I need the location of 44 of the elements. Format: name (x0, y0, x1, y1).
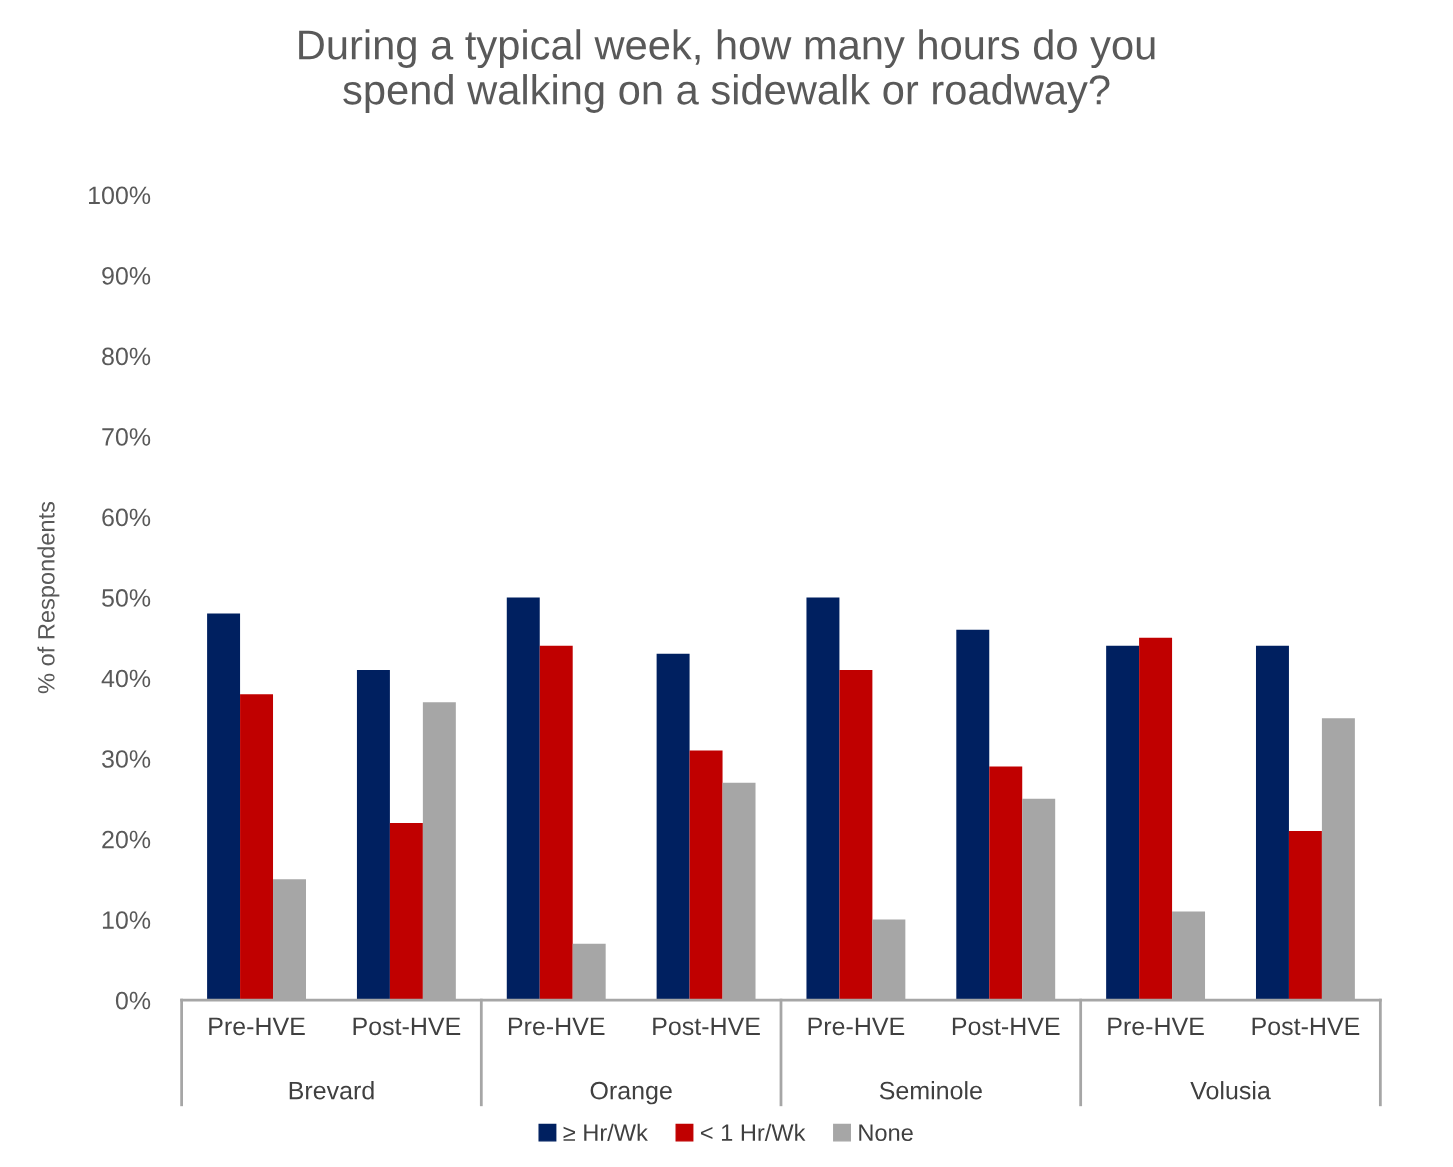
x-tick-label: Post-HVE (1252, 1017, 1360, 1036)
y-tick-label: 20% (102, 830, 151, 849)
y-tick-label: 80% (102, 347, 151, 366)
y-tick-label: 30% (101, 750, 151, 768)
x-tick-label: Post-HVE (952, 1017, 1060, 1036)
bar (207, 613, 241, 1001)
text: Orange (590, 1081, 672, 1105)
y-tick-label: 70% (102, 428, 151, 446)
text: Seminole (879, 1081, 982, 1100)
bar (506, 597, 540, 1001)
y-tick-label: 50% (102, 589, 151, 607)
y-tick-label: 60% (102, 508, 151, 527)
bar (989, 766, 1023, 1001)
legend-label: ≥ Hr/Wk (563, 1123, 648, 1142)
bar (656, 653, 690, 1001)
y-tick-label: 90% (102, 267, 151, 285)
y-tick-label: 100% (89, 186, 151, 205)
x-tick-label: Pre-HVE (209, 1017, 305, 1036)
bar (539, 645, 573, 1001)
bar (1255, 645, 1289, 1001)
y-tick-label: 40% (101, 669, 151, 688)
bar (356, 669, 390, 1001)
x-tick-label: Pre-HVE (1108, 1017, 1204, 1036)
y-axis-title: % of Respondents (37, 501, 60, 694)
bar (839, 669, 873, 1001)
bar (956, 629, 990, 1001)
x-tick-label: Post-HVE (353, 1017, 461, 1036)
legend-label: < 1 Hr/Wk (700, 1123, 806, 1142)
bar (1288, 831, 1322, 1001)
bar (1106, 645, 1140, 1001)
bar (806, 597, 840, 1001)
bar (1139, 637, 1173, 1001)
legend-label: None (859, 1124, 913, 1142)
x-tick-label: Pre-HVE (808, 1017, 905, 1036)
x-tick-label: Pre-HVE (508, 1017, 605, 1036)
y-tick-label: 10% (102, 911, 151, 929)
chart-title: During a typical week, how many hours do you spend walking on a sidewalk or roadway? (299, 29, 1155, 113)
x-tick-label: Post-HVE (653, 1017, 760, 1036)
bar (389, 822, 423, 1001)
bar (689, 750, 723, 1001)
text: Brevard (289, 1081, 374, 1100)
text: Volusia (1190, 1081, 1271, 1100)
bar (240, 694, 274, 1001)
y-tick-label: 0% (115, 991, 151, 1010)
